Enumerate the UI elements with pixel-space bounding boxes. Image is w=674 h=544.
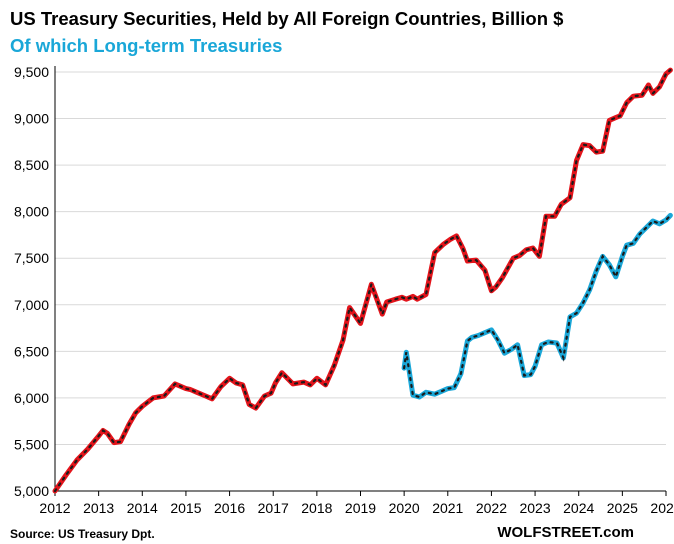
x-tick-label: 2025 [607, 500, 638, 516]
axes [54, 66, 667, 496]
y-tick-label: 6,000 [14, 390, 49, 406]
y-tick-label: 5,000 [14, 483, 49, 499]
source-note: Source: US Treasury Dpt. [10, 527, 155, 541]
x-axis-ticks: 2012 2013 2014 2015 2016 2017 2018 2019 2020 2021… [39, 500, 674, 516]
series-line-0 [52, 67, 673, 494]
x-tick-label: 2023 [519, 500, 550, 516]
y-tick-label: 9,000 [14, 111, 49, 127]
y-tick-label: 8,500 [14, 157, 49, 173]
y-axis-ticks: 5,000 5,500 6,000 6,500 7,000 7,500 8,000 8,500… [14, 64, 49, 499]
x-tick-label: 2017 [258, 500, 289, 516]
y-tick-label: 7,500 [14, 250, 49, 266]
y-tick-label: 8,000 [14, 204, 49, 220]
x-tick-label: 2018 [301, 500, 332, 516]
x-tick-label: 2014 [127, 500, 158, 516]
brand-label: WOLFSTREET.com [497, 524, 634, 541]
gridlines [55, 71, 666, 445]
x-tick-label: 2016 [214, 500, 245, 516]
x-tick-label: 2019 [345, 500, 376, 516]
x-tick-label: 2013 [83, 500, 114, 516]
series-dots-0 [53, 68, 672, 493]
y-tick-label: 7,000 [14, 297, 49, 313]
y-tick-label: 9,500 [14, 64, 49, 80]
y-tick-label: 6,500 [14, 343, 49, 359]
chart-title: US Treasury Securities, Held by All Fore… [10, 8, 564, 29]
x-tick-label: 2012 [39, 500, 70, 516]
x-tick-label: 2015 [170, 500, 201, 516]
x-tick-label: 2022 [476, 500, 507, 516]
y-tick-label: 5,500 [14, 436, 49, 452]
series-lines [52, 67, 673, 494]
x-tick-label: 2021 [432, 500, 463, 516]
x-tick-label: 2026 [650, 500, 674, 516]
series-dots-1 [403, 214, 672, 399]
x-tick-label: 2024 [563, 500, 594, 516]
x-tick-label: 2020 [389, 500, 420, 516]
chart-subtitle: Of which Long-term Treasuries [10, 35, 283, 56]
